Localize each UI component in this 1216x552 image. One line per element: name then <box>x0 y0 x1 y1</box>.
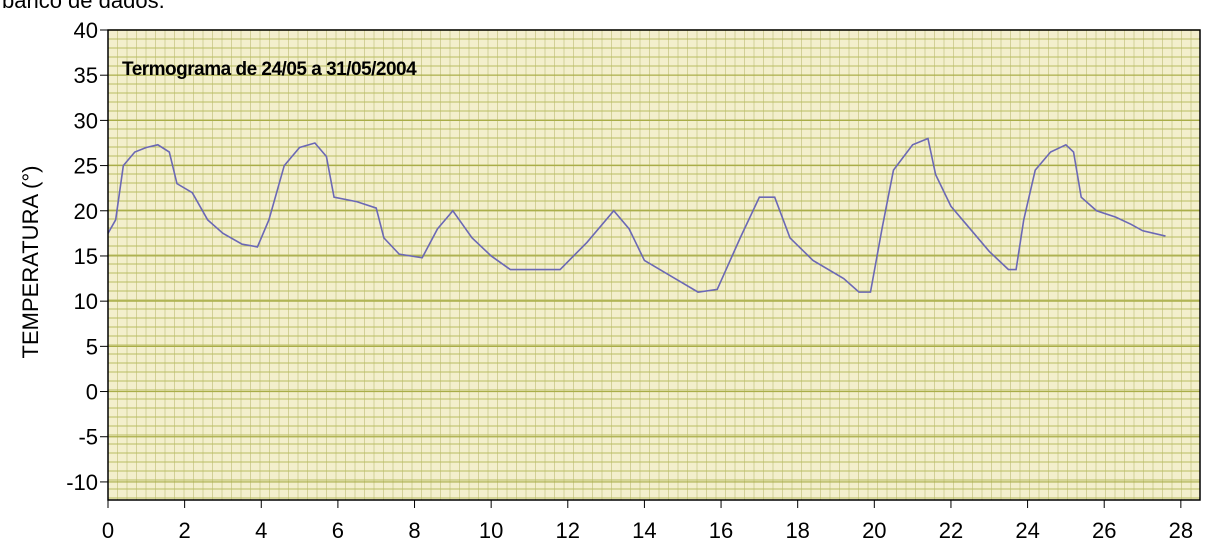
chart-title: Termograma de 24/05 a 31/05/2004 <box>122 59 417 80</box>
y-tick-label: -10 <box>66 470 98 495</box>
x-tick-label: 4 <box>255 518 267 543</box>
x-tick-label: 26 <box>1092 518 1116 543</box>
x-tick-label: 8 <box>408 518 420 543</box>
y-tick-label: 30 <box>74 108 98 133</box>
page: banco de dados. -10-50510152025303540024… <box>0 0 1216 552</box>
y-tick-label: 20 <box>74 199 98 224</box>
x-tick-label: 24 <box>1015 518 1039 543</box>
y-tick-label: 10 <box>74 289 98 314</box>
y-tick-label: 35 <box>74 63 98 88</box>
x-tick-label: 10 <box>479 518 503 543</box>
y-tick-label: 15 <box>74 244 98 269</box>
y-tick-label: -5 <box>78 425 98 450</box>
y-tick-label: 0 <box>86 380 98 405</box>
chart: banco de dados. -10-50510152025303540024… <box>0 0 1216 552</box>
x-tick-label: 14 <box>632 518 656 543</box>
x-tick-label: 2 <box>179 518 191 543</box>
y-axis-label: TEMPERATURA (°) <box>18 166 43 359</box>
x-tick-label: 0 <box>102 518 114 543</box>
x-tick-label: 16 <box>709 518 733 543</box>
x-tick-label: 12 <box>556 518 580 543</box>
y-tick-label: 5 <box>86 334 98 359</box>
y-tick-label: 25 <box>74 154 98 179</box>
y-tick-label: 40 <box>74 18 98 43</box>
x-tick-label: 6 <box>332 518 344 543</box>
caption: banco de dados. <box>2 0 165 13</box>
x-tick-label: 22 <box>939 518 963 543</box>
x-tick-label: 18 <box>785 518 809 543</box>
plot-background <box>108 30 1200 500</box>
x-tick-label: 28 <box>1169 518 1193 543</box>
x-tick-label: 20 <box>862 518 886 543</box>
